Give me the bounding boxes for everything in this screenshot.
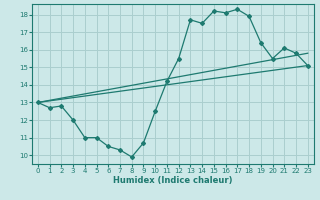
- X-axis label: Humidex (Indice chaleur): Humidex (Indice chaleur): [113, 176, 233, 185]
